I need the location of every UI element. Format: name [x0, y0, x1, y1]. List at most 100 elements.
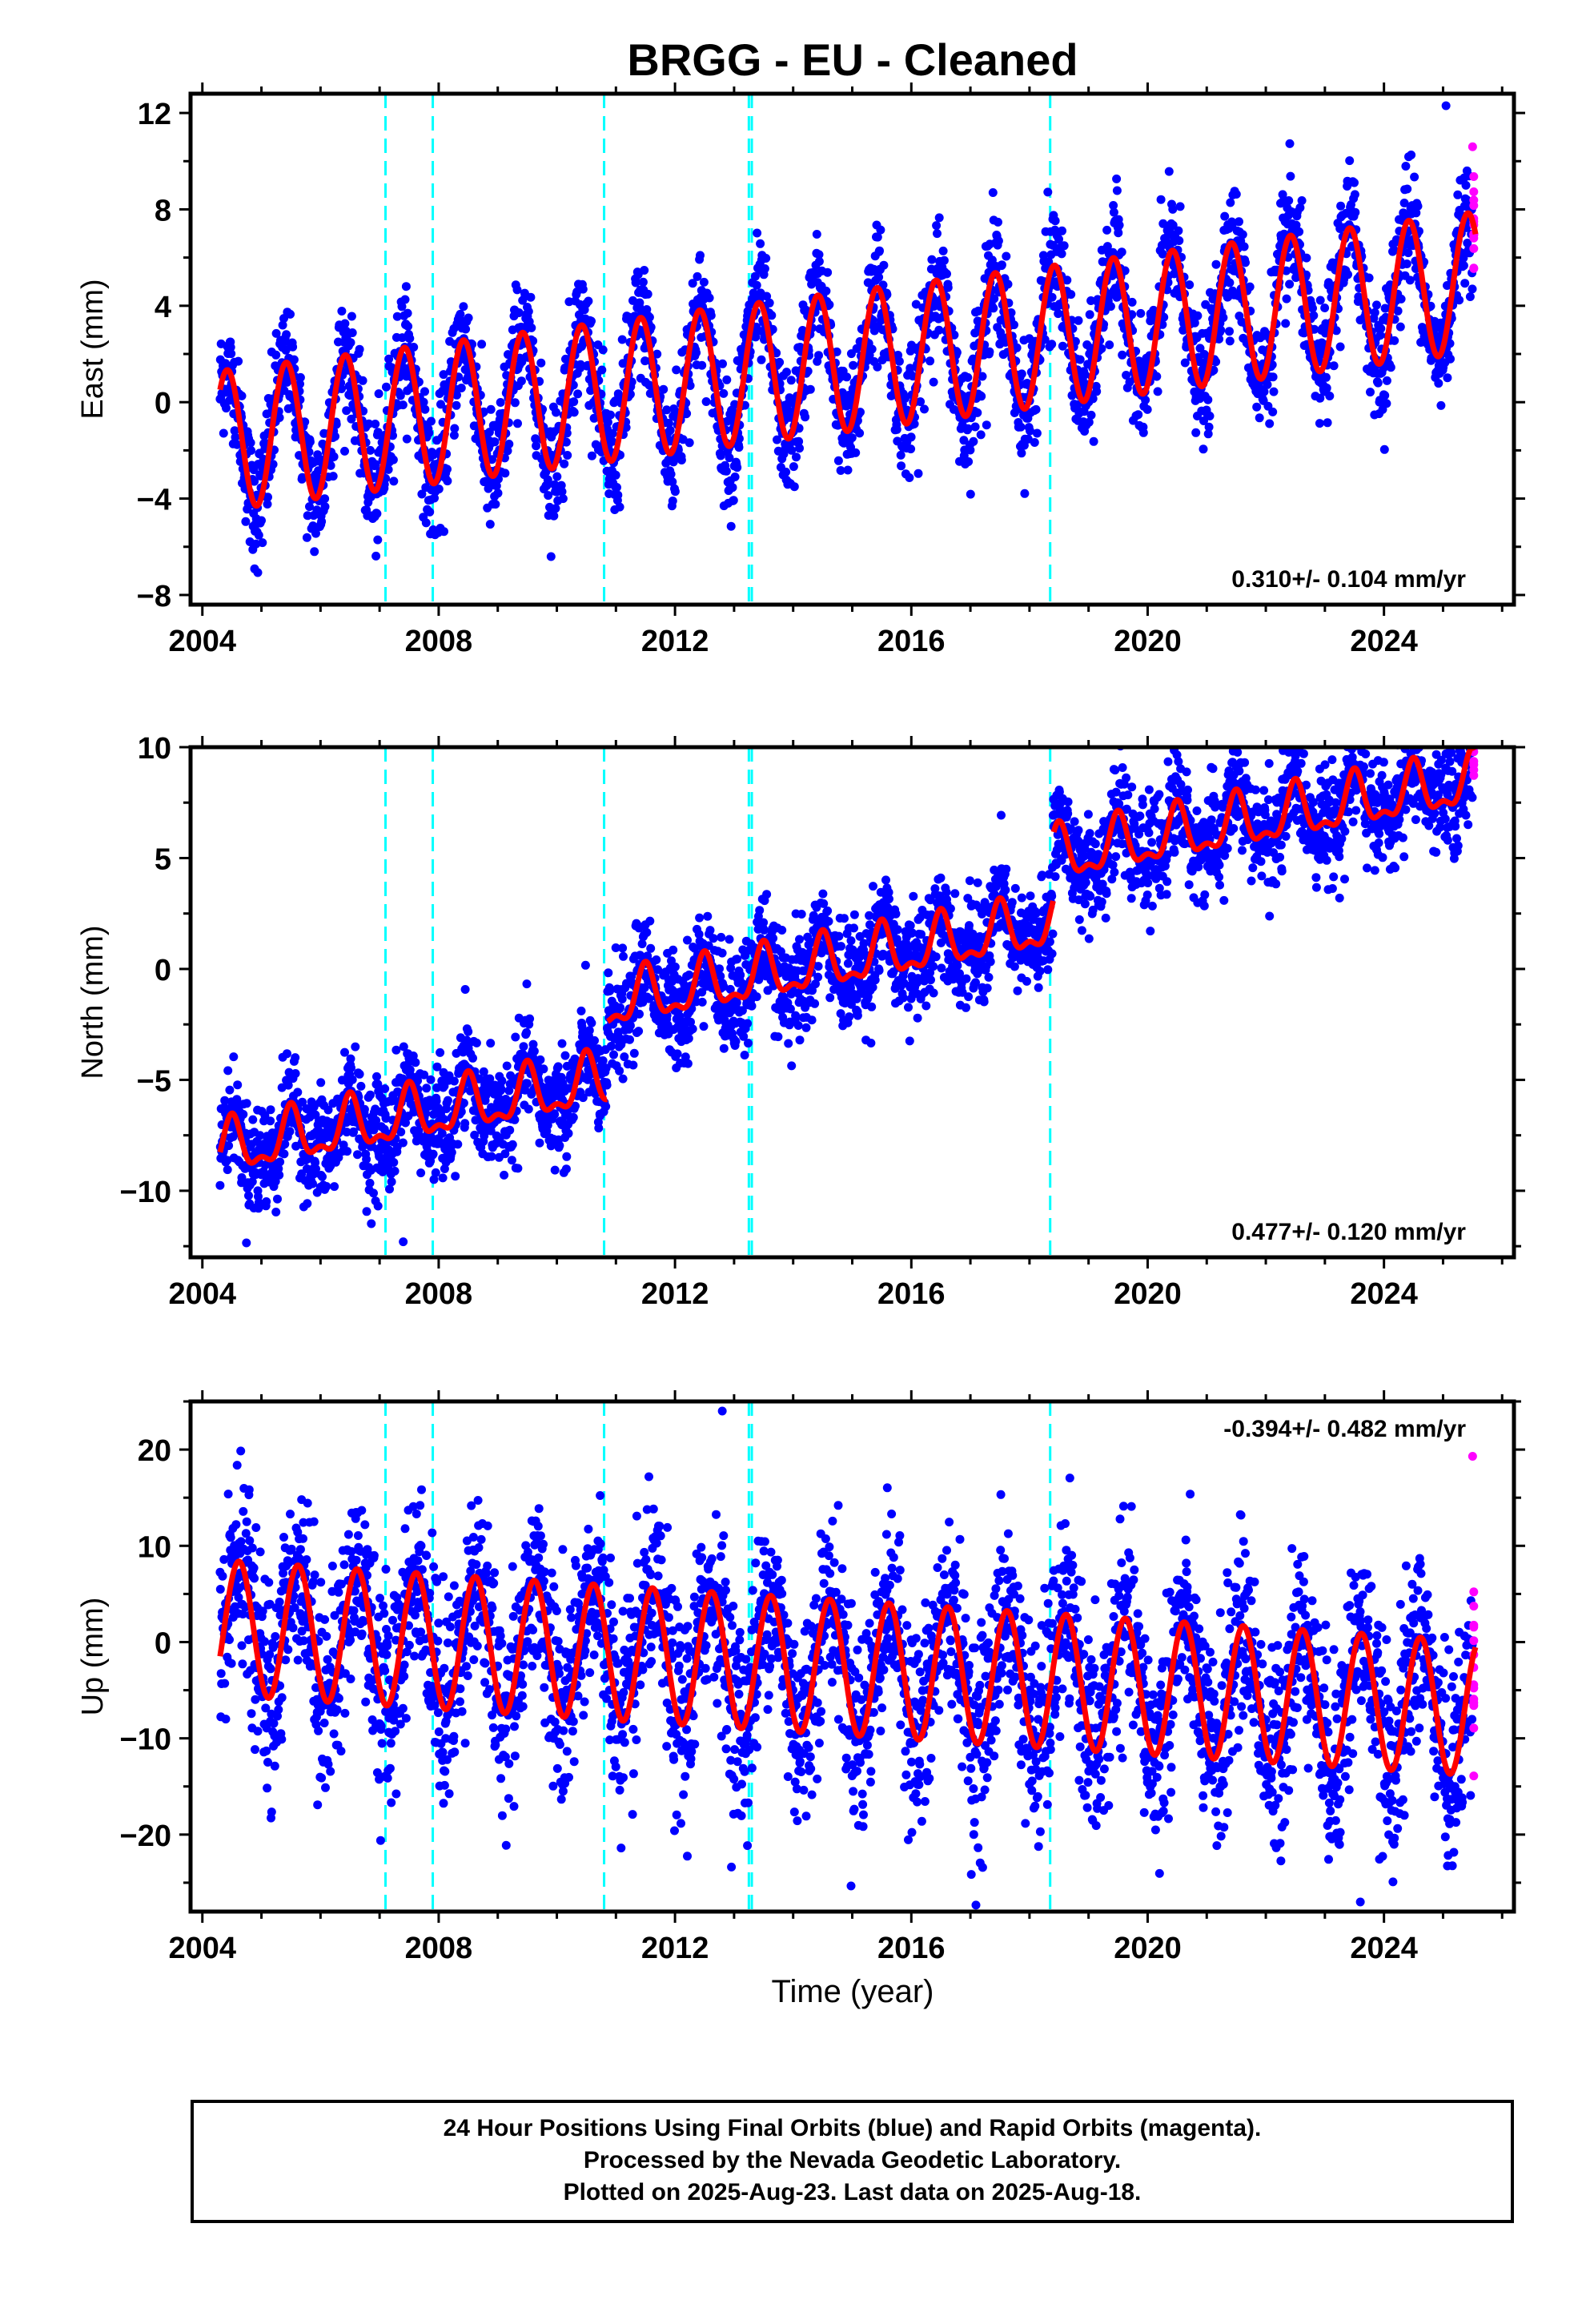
east-data-point [1402, 259, 1411, 268]
east-data-point [672, 365, 681, 375]
east-data-point [477, 340, 487, 349]
north-data-point [524, 1104, 533, 1114]
east-data-point [1031, 404, 1041, 414]
east-data-point [1109, 207, 1118, 217]
east-data-point [305, 437, 315, 447]
east-data-point [314, 466, 323, 476]
east-rapid-point [1469, 243, 1479, 253]
east-data-point [612, 483, 621, 493]
east-data-point [969, 436, 978, 446]
east-data-point [750, 271, 760, 281]
north-data-point [447, 1148, 456, 1157]
east-data-point [976, 430, 986, 440]
north-data-point [522, 979, 532, 989]
north-data-point [601, 1102, 611, 1112]
north-data-point [535, 1138, 544, 1148]
north-data-point [285, 1127, 295, 1136]
east-data-point [561, 437, 571, 447]
east-data-point [1322, 384, 1331, 392]
east-data-point [552, 408, 560, 417]
north-data-point [380, 1084, 390, 1093]
east-data-point [892, 424, 901, 434]
east-data-point [1205, 412, 1215, 420]
east-data-point [541, 468, 551, 477]
east-data-point [1245, 282, 1255, 292]
east-data-point [814, 250, 824, 259]
north-data-point [634, 1027, 644, 1036]
north-data-point [347, 1075, 357, 1084]
north-data-point [356, 1081, 366, 1091]
east-data-point [1364, 273, 1374, 283]
east-data-point [1050, 216, 1060, 226]
east-data-point [443, 464, 452, 474]
east-data-point [631, 278, 640, 287]
east-data-point [1191, 428, 1201, 437]
east-data-point [496, 398, 505, 407]
north-data-point [365, 1178, 375, 1188]
east-data-point [1255, 413, 1264, 423]
east-data-point [851, 448, 861, 457]
east-data-point [1410, 172, 1419, 182]
east-data-point [420, 387, 429, 396]
east-data-point [825, 300, 834, 309]
east-data-point [843, 465, 853, 475]
east-y-tick-label: 12 [138, 98, 171, 131]
east-data-point [417, 489, 427, 499]
north-data-point [683, 1059, 693, 1068]
east-data-point [628, 296, 637, 305]
north-data-point [372, 1072, 381, 1081]
east-x-tick-label: 2004 [168, 625, 236, 658]
east-data-point [966, 445, 975, 455]
east-data-point [1020, 489, 1030, 498]
east-data-point [230, 426, 239, 436]
east-data-point [821, 286, 831, 296]
east-data-point [1117, 247, 1126, 257]
east-data-point [1407, 151, 1416, 159]
east-data-point [347, 328, 357, 337]
north-data-point [308, 1179, 317, 1188]
east-data-point [1211, 259, 1221, 269]
north-data-point [428, 1149, 438, 1159]
east-data-point [873, 362, 882, 372]
east-rapid-point [1469, 263, 1479, 273]
north-data-point [669, 945, 678, 955]
north-data-point [398, 1138, 408, 1148]
east-x-tick-label: 2020 [1114, 625, 1182, 658]
east-data-point [320, 502, 330, 512]
east-data-point [906, 432, 916, 442]
east-data-point [275, 413, 284, 422]
east-data-point [430, 493, 439, 503]
east-data-point [765, 298, 774, 308]
east-data-point [1309, 311, 1319, 320]
east-data-point [544, 491, 553, 501]
east-data-point [1366, 388, 1375, 397]
east-data-point [1089, 436, 1098, 446]
east-data-point [1203, 395, 1213, 404]
north-data-point [275, 1170, 284, 1180]
east-data-point [1204, 422, 1214, 432]
north-data-point [460, 1119, 470, 1128]
north-data-point [472, 1038, 481, 1047]
east-data-point [1459, 261, 1468, 271]
north-data-point [391, 1045, 401, 1055]
east-data-point [355, 344, 364, 354]
east-data-point [1127, 297, 1137, 307]
east-data-point [254, 530, 263, 540]
east-data-point [1047, 340, 1057, 349]
east-data-point [729, 496, 738, 505]
east-data-point [697, 360, 707, 370]
north-data-point [436, 1047, 445, 1057]
east-data-point [589, 413, 599, 423]
east-data-point [456, 384, 466, 392]
east-data-point [1413, 201, 1423, 211]
east-data-point [977, 392, 986, 401]
east-data-point [705, 293, 714, 303]
east-data-point [271, 350, 281, 360]
east-data-point [668, 497, 677, 505]
east-data-point [1302, 253, 1311, 263]
north-data-point [684, 1034, 693, 1043]
north-data-point [318, 1172, 327, 1181]
east-data-point [1286, 171, 1295, 181]
north-data-point [390, 1166, 400, 1176]
east-data-point [874, 272, 884, 282]
